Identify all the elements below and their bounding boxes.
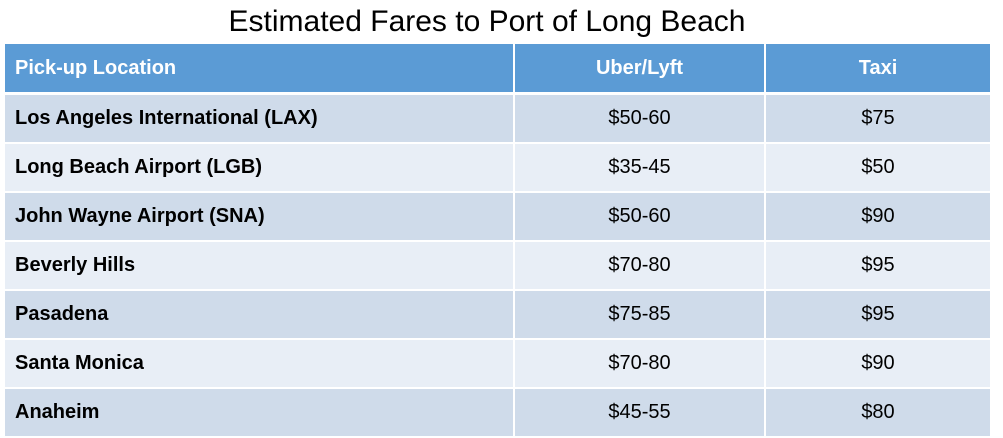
uber-lyft-fare-cell: $45-55 xyxy=(514,388,766,438)
table-row: John Wayne Airport (SNA) $50-60 $90 xyxy=(5,192,990,242)
uber-lyft-fare-cell: $50-60 xyxy=(514,192,766,242)
header-taxi: Taxi xyxy=(765,44,990,95)
pickup-location-cell: Anaheim xyxy=(5,388,515,438)
uber-lyft-fare-cell: $70-80 xyxy=(514,241,766,291)
uber-lyft-fare-cell: $50-60 xyxy=(514,93,766,144)
table-row: Santa Monica $70-80 $90 xyxy=(5,339,990,389)
header-uber-lyft: Uber/Lyft xyxy=(514,44,766,95)
taxi-fare-cell: $75 xyxy=(765,93,990,144)
table-row: Pasadena $75-85 $95 xyxy=(5,290,990,340)
taxi-fare-cell: $95 xyxy=(765,290,990,340)
pickup-location-cell: Pasadena xyxy=(5,290,515,340)
taxi-fare-cell: $95 xyxy=(765,241,990,291)
pickup-location-cell: Santa Monica xyxy=(5,339,515,389)
pickup-location-cell: John Wayne Airport (SNA) xyxy=(5,192,515,242)
uber-lyft-fare-cell: $70-80 xyxy=(514,339,766,389)
pickup-location-cell: Beverly Hills xyxy=(5,241,515,291)
fares-table: Pick-up Location Uber/Lyft Taxi Los Ange… xyxy=(5,44,990,438)
table-row: Long Beach Airport (LGB) $35-45 $50 xyxy=(5,143,990,193)
header-pickup-location: Pick-up Location xyxy=(5,44,515,95)
uber-lyft-fare-cell: $75-85 xyxy=(514,290,766,340)
table-row: Beverly Hills $70-80 $95 xyxy=(5,241,990,291)
taxi-fare-cell: $90 xyxy=(765,339,990,389)
table-row: Los Angeles International (LAX) $50-60 $… xyxy=(5,93,990,144)
table-row: Anaheim $45-55 $80 xyxy=(5,388,990,438)
page-title: Estimated Fares to Port of Long Beach xyxy=(228,5,746,38)
taxi-fare-cell: $80 xyxy=(765,388,990,438)
uber-lyft-fare-cell: $35-45 xyxy=(514,143,766,193)
taxi-fare-cell: $90 xyxy=(765,192,990,242)
pickup-location-cell: Long Beach Airport (LGB) xyxy=(5,143,515,193)
taxi-fare-cell: $50 xyxy=(765,143,990,193)
pickup-location-cell: Los Angeles International (LAX) xyxy=(5,93,515,144)
table-header-row: Pick-up Location Uber/Lyft Taxi xyxy=(5,44,990,95)
